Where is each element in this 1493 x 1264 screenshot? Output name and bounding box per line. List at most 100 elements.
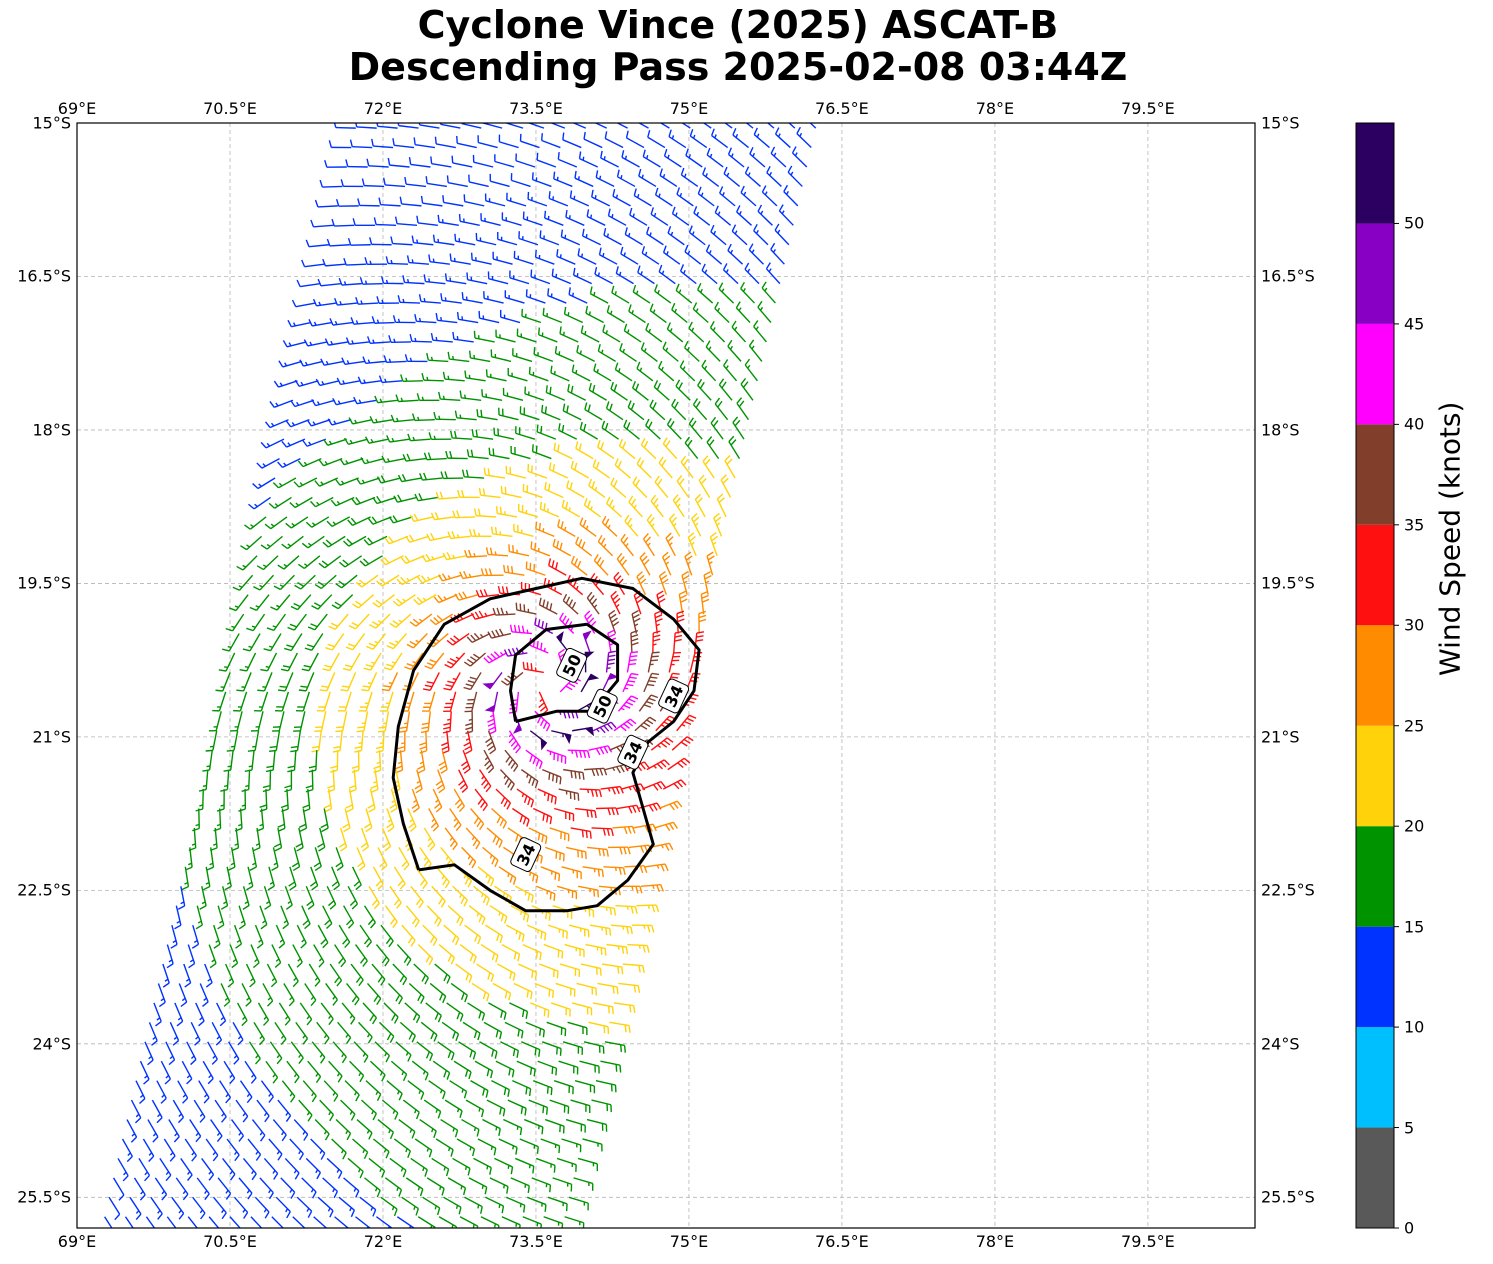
lat-tick-label-right: 15°S	[1261, 113, 1300, 133]
wind-barb	[250, 944, 260, 969]
wind-barb	[263, 1157, 279, 1180]
wind-barb	[518, 231, 539, 246]
wind-barb	[549, 827, 570, 842]
wind-barb	[308, 750, 318, 773]
wind-barb	[388, 335, 411, 343]
wind-barb	[592, 721, 617, 734]
wind-barb	[447, 531, 471, 540]
lat-tick-label-left: 25.5°S	[17, 1187, 71, 1207]
wind-barb	[616, 169, 636, 188]
wind-barb	[553, 1080, 574, 1095]
wind-barb	[443, 691, 457, 712]
wind-barb	[348, 613, 370, 630]
wind-barb	[193, 1099, 206, 1123]
wind-barb	[233, 691, 248, 712]
wind-barb	[435, 866, 450, 889]
wind-barb	[319, 179, 343, 188]
wind-barb	[623, 323, 642, 343]
lon-tick-label-top: 76.5°E	[815, 99, 869, 118]
wind-barb	[463, 672, 482, 691]
wind-barb	[423, 1099, 442, 1119]
wind-barb	[305, 239, 329, 248]
wind-barb	[557, 519, 576, 537]
colorbar-bin-0	[1356, 1127, 1394, 1228]
wind-barb	[453, 788, 466, 813]
wind-barb	[441, 730, 450, 755]
wind-barb	[411, 1060, 429, 1081]
wind-barb	[480, 943, 499, 963]
wind-barb	[332, 730, 343, 753]
wind-barb	[239, 1080, 253, 1104]
wind-barb	[658, 800, 683, 811]
lat-tick-label-left: 18°S	[32, 420, 71, 440]
wind-barb	[108, 1196, 121, 1221]
wind-barb	[540, 133, 561, 149]
wind-barb	[522, 483, 543, 499]
wind-barb	[662, 779, 687, 790]
wind-barb	[538, 597, 558, 615]
wind-barb	[709, 321, 726, 343]
wind-barb	[572, 267, 593, 285]
wind-barb	[133, 1177, 146, 1201]
wind-barb	[498, 407, 519, 421]
wind-barb	[440, 293, 462, 304]
wind-barb	[369, 237, 392, 246]
wind-barb	[538, 691, 549, 716]
wind-barb	[577, 248, 597, 265]
wind-barb	[663, 148, 682, 168]
wind-barb	[693, 631, 705, 654]
wind-barb	[787, 165, 803, 187]
wind-barb	[217, 905, 225, 930]
wind-barb	[126, 1119, 138, 1143]
wind-barb	[616, 552, 630, 576]
wind-barb	[464, 370, 486, 382]
wind-barb	[259, 789, 268, 812]
lat-tick-label-left: 19.5°S	[17, 573, 71, 593]
wind-barb	[595, 170, 615, 188]
wind-barb	[411, 788, 420, 813]
wind-barb	[654, 610, 663, 634]
wind-barb	[526, 1196, 547, 1212]
wind-barb	[675, 283, 693, 304]
wind-barb	[397, 474, 422, 483]
wind-barb	[298, 808, 308, 832]
wind-barb	[390, 414, 415, 423]
wind-barb	[544, 1118, 565, 1134]
wind-barb	[783, 184, 799, 207]
wind-barb	[368, 1157, 386, 1178]
wind-barb	[386, 808, 395, 833]
wind-barb	[327, 418, 352, 426]
wind-barb	[364, 257, 388, 265]
lat-tick-label-left: 16.5°S	[17, 266, 71, 286]
wind-barb	[326, 1157, 343, 1179]
wind-barb	[504, 1021, 524, 1039]
wind-barb	[459, 390, 482, 401]
wind-barb	[362, 356, 386, 365]
wind-barb	[112, 1177, 125, 1201]
wind-barb	[562, 132, 582, 149]
wind-barb	[588, 1021, 610, 1035]
wind-barb	[404, 354, 428, 363]
wind-barb	[809, 123, 817, 129]
wind-barb	[320, 808, 329, 833]
wind-barb	[549, 1099, 570, 1114]
wind-barb	[408, 157, 431, 168]
wind-barb	[604, 764, 629, 774]
wind-barb	[100, 1236, 111, 1258]
wind-barb	[338, 924, 351, 949]
wind-barb	[443, 1196, 462, 1215]
wind-barb	[490, 526, 513, 538]
wind-barb	[314, 574, 337, 590]
contour-label: 34	[510, 837, 542, 872]
wind-barb	[328, 1060, 343, 1083]
wind-barb	[770, 242, 785, 265]
wind-barb	[367, 788, 376, 813]
wind-barb	[474, 788, 488, 812]
wind-barb	[222, 633, 240, 652]
wind-barb	[586, 846, 609, 857]
wind-barb	[313, 1216, 328, 1228]
wind-barb	[618, 982, 641, 994]
wind-barb	[536, 424, 557, 440]
wind-barb	[473, 508, 497, 518]
wind-barb	[582, 1138, 603, 1152]
